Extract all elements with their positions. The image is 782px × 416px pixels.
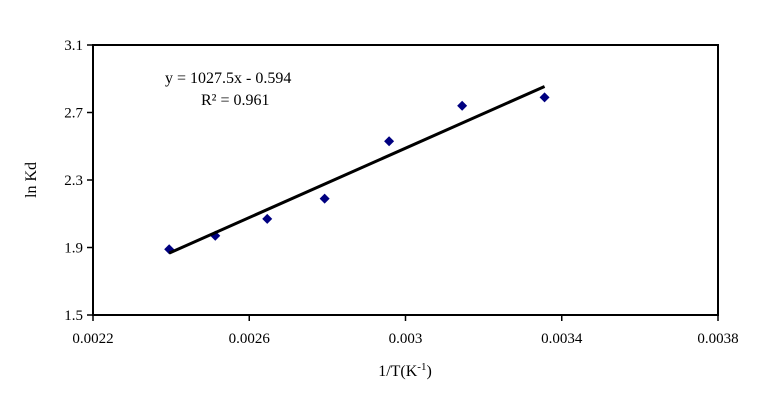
y-tick-label: 3.1 [64,38,83,54]
data-point [457,100,468,111]
y-tick-label: 1.5 [64,308,83,324]
trendline-equation: y = 1027.5x - 0.594 [165,70,291,87]
plot-area-frame [92,44,719,316]
x-tick-label: 0.0022 [72,331,113,347]
y-tick-label: 1.9 [64,241,83,257]
data-point [384,136,395,147]
data-point [539,92,550,103]
x-tick-label: 0.0038 [697,331,738,347]
trendline [168,85,546,255]
x-axis-title-close: ) [426,363,431,380]
data-point [262,213,273,224]
x-tick-label: 0.0034 [541,331,583,347]
x-axis-title: 1/T(K-1) [378,361,432,380]
x-axis-title-superscript: -1 [417,361,426,373]
x-tick-label: 0.003 [389,331,423,347]
data-point [319,193,330,204]
y-axis-ticks: 1.5 1.9 2.3 2.7 3.1 [64,38,93,324]
r-squared-label: R² = 0.961 [201,92,270,109]
x-tick-label: 0.0026 [229,331,271,347]
x-axis-title-main: 1/T(K [378,363,418,380]
y-tick-label: 2.7 [64,106,83,122]
y-tick-label: 2.3 [64,173,83,189]
x-axis-ticks: 0.0022 0.0026 0.003 0.0034 0.0038 [72,315,739,347]
y-axis-title: ln Kd [23,162,40,198]
